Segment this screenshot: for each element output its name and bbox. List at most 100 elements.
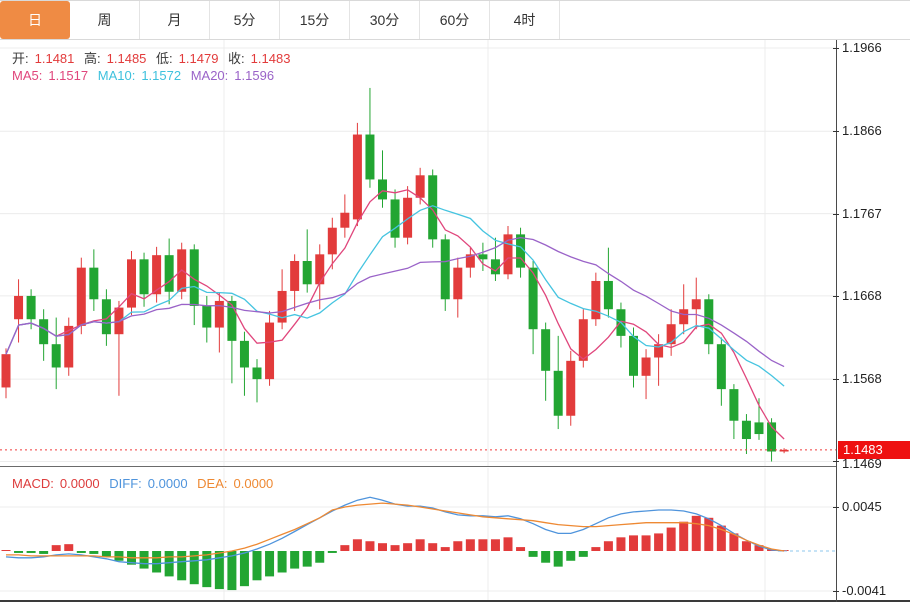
candle-body	[779, 449, 789, 452]
tab-5min[interactable]: 5分	[210, 1, 280, 39]
candle-body	[553, 370, 563, 416]
macd-bar	[603, 541, 613, 551]
dea-line	[6, 502, 785, 559]
candle-body	[214, 300, 224, 328]
macd-bar	[227, 551, 237, 591]
ma5-label: MA5:	[12, 68, 43, 83]
candle-body	[654, 344, 664, 358]
tab-week[interactable]: 周	[70, 1, 140, 39]
macd-bar	[177, 551, 187, 581]
candlestick-chart[interactable]	[0, 40, 836, 466]
candle-body	[691, 299, 701, 310]
macd-bar	[490, 539, 500, 551]
candle-body	[490, 259, 500, 275]
macd-bar	[1, 550, 11, 551]
candle-body	[302, 260, 312, 285]
macd-bar	[164, 551, 174, 577]
macd-readout: MACD: 0.0000 DIFF: 0.0000 DEA: 0.0000	[12, 476, 279, 491]
low-value: 1.1479	[178, 51, 219, 66]
macd-bar	[553, 551, 563, 567]
candle-body	[202, 305, 212, 328]
macd-chart[interactable]	[0, 468, 836, 600]
macd-bar	[39, 551, 49, 554]
candle-body	[239, 340, 249, 368]
candle-body	[478, 254, 488, 260]
macd-bar	[578, 551, 588, 557]
candle-body	[503, 234, 513, 275]
candle-body	[127, 259, 136, 308]
tab-day[interactable]: 日	[0, 1, 70, 39]
tab-month[interactable]: 月	[140, 1, 210, 39]
macd-bar	[704, 517, 714, 551]
macd-bar	[516, 547, 526, 551]
tab-15min[interactable]: 15分	[280, 1, 350, 39]
macd-bar	[239, 551, 249, 587]
macd-bar	[101, 551, 111, 557]
macd-axis-label: -0.0041	[842, 583, 887, 598]
tab-30min[interactable]: 30分	[350, 1, 420, 39]
candle-body	[139, 259, 149, 295]
y-axis-tick	[833, 591, 839, 592]
ma10-line	[5, 205, 785, 387]
close-value: 1.1483	[250, 51, 291, 66]
candle-body	[315, 254, 325, 285]
candle-body	[603, 280, 613, 310]
candle-body	[754, 422, 764, 435]
candle-body	[629, 335, 638, 376]
macd-bar	[252, 551, 262, 581]
candle-body	[189, 249, 199, 306]
diff-value: 0.0000	[147, 476, 188, 491]
dea-value: 0.0000	[233, 476, 274, 491]
candle-body	[453, 267, 463, 300]
candle-body	[39, 319, 49, 345]
timeframe-toolbar: 日 周 月 5分 15分 30分 60分 4时	[0, 0, 910, 40]
macd-bar	[403, 543, 413, 551]
macd-bar	[189, 551, 199, 585]
y-axis-label: 1.1767	[842, 206, 882, 221]
macd-bar	[716, 525, 726, 551]
low-label: 低:	[156, 51, 173, 66]
y-axis-label: 1.1866	[842, 123, 882, 138]
macd-bar	[390, 545, 400, 551]
macd-bar	[89, 551, 99, 554]
candle-body	[591, 280, 601, 320]
bottom-border	[0, 600, 910, 602]
tab-60min[interactable]: 60分	[420, 1, 490, 39]
macd-bar	[641, 535, 651, 551]
y-axis-tick	[833, 131, 839, 132]
ohlc-readout: 开: 1.1481 高: 1.1485 低: 1.1479 收: 1.1483	[12, 48, 296, 67]
macd-bar	[679, 521, 689, 551]
candle-body	[679, 309, 689, 325]
macd-bar	[152, 551, 162, 573]
candle-body	[440, 239, 450, 300]
macd-bar	[14, 551, 24, 553]
candle-body	[365, 134, 375, 180]
close-label: 收:	[228, 51, 245, 66]
candle-body	[704, 299, 714, 345]
candle-body	[277, 290, 287, 323]
macd-bar	[541, 551, 551, 563]
y-axis-label: 1.1668	[842, 288, 882, 303]
y-axis-tick	[833, 214, 839, 215]
candle-body	[101, 299, 111, 335]
macd-bar	[214, 551, 224, 590]
macd-bar	[729, 533, 739, 551]
tab-4hour[interactable]: 4时	[490, 1, 560, 39]
y-axis-tick	[833, 48, 839, 49]
candle-body	[428, 175, 438, 240]
ma5-value: 1.1517	[48, 68, 89, 83]
macd-bar	[76, 551, 86, 553]
dea-label: DEA:	[197, 476, 228, 491]
macd-bar	[629, 535, 638, 551]
macd-bar	[616, 537, 626, 551]
macd-bar	[51, 545, 61, 551]
macd-bar	[478, 539, 488, 551]
macd-bar	[566, 551, 576, 561]
macd-bar	[465, 539, 475, 551]
candle-body	[465, 254, 475, 268]
open-label: 开:	[12, 51, 29, 66]
ma10-value: 1.1572	[141, 68, 182, 83]
y-axis-label: 1.1469	[842, 456, 882, 471]
macd-bar	[202, 551, 212, 588]
candle-body	[252, 367, 262, 380]
